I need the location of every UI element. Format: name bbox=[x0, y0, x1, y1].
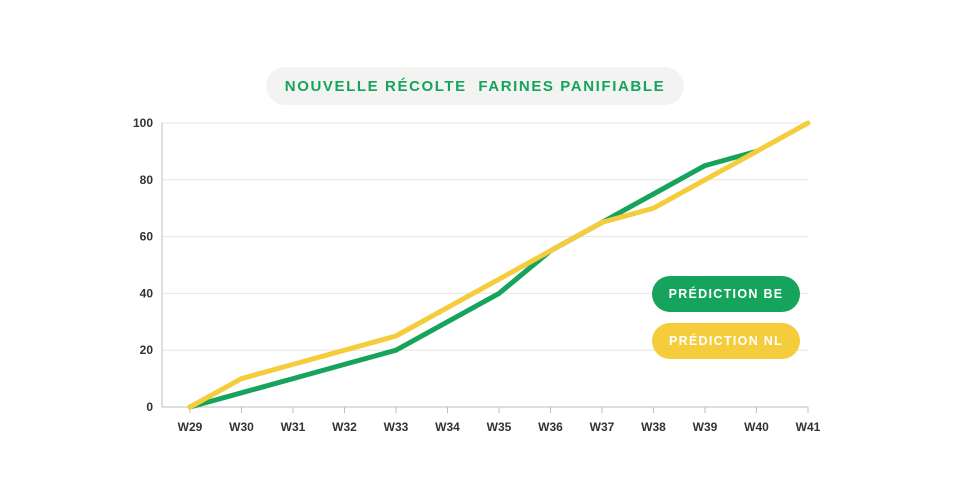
x-axis-ticks: W29 W30 W31 W32 W33 W34 W35 W36 W37 W38 W39 W40 W41 bbox=[178, 420, 821, 434]
x-tick-label: W37 bbox=[590, 420, 615, 434]
x-tick-label: W41 bbox=[796, 420, 821, 434]
x-tick-label: W33 bbox=[384, 420, 409, 434]
x-tick-label: W40 bbox=[744, 420, 769, 434]
x-tick-label: W30 bbox=[229, 420, 254, 434]
legend-item-be: PRÉDICTION BE bbox=[652, 276, 800, 312]
series-lines bbox=[187, 120, 811, 410]
chart-title: NOUVELLE RÉCOLTE FARINES PANIFIABLE bbox=[266, 67, 684, 105]
y-axis-ticks: 0 20 40 60 80 100 bbox=[133, 116, 153, 414]
y-tick-label: 40 bbox=[140, 286, 154, 300]
x-tick-label: W34 bbox=[435, 420, 460, 434]
x-tick-label: W32 bbox=[332, 420, 357, 434]
x-tick-label: W29 bbox=[178, 420, 203, 434]
legend-item-nl: PRÉDICTION NL bbox=[652, 323, 800, 359]
x-tick-label: W36 bbox=[538, 420, 563, 434]
y-tick-label: 100 bbox=[133, 116, 153, 130]
y-tick-label: 80 bbox=[140, 173, 154, 187]
x-tick-label: W35 bbox=[487, 420, 512, 434]
y-tick-label: 0 bbox=[146, 400, 153, 414]
y-tick-label: 60 bbox=[140, 230, 154, 244]
x-tick-label: W38 bbox=[641, 420, 666, 434]
x-tick-label: W39 bbox=[693, 420, 718, 434]
x-tick-label: W31 bbox=[281, 420, 306, 434]
series-line-nl bbox=[187, 120, 811, 410]
series-line-be bbox=[187, 148, 759, 410]
y-tick-label: 20 bbox=[140, 343, 154, 357]
